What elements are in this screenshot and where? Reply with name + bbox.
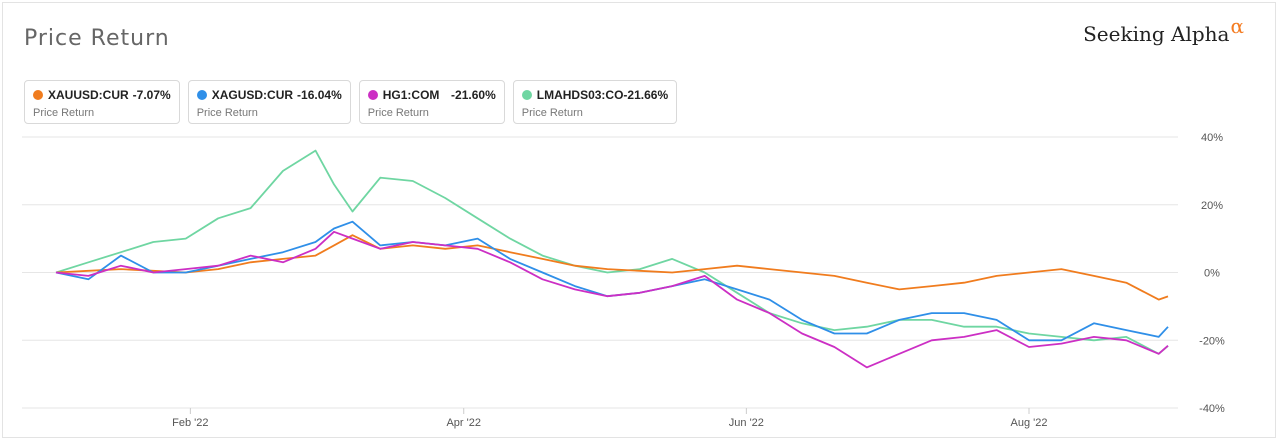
series-dot-icon	[33, 90, 43, 100]
legend-card-xagusd[interactable]: XAGUSD:CUR -16.04% Price Return	[187, 80, 351, 124]
y-tick-label: 40%	[1201, 132, 1223, 144]
legend-card-hg1[interactable]: HG1:COM -21.60% Price Return	[358, 80, 505, 124]
brand-name: Seeking Alpha	[1083, 22, 1230, 46]
legend-symbol: HG1:COM	[382, 88, 440, 102]
legend-symbol: XAUUSD:CUR	[48, 88, 129, 102]
series-line-xauusd-cur[interactable]	[55, 234, 1169, 301]
x-tick-label: Apr '22	[446, 417, 481, 429]
x-tick-label: Aug '22	[1011, 417, 1048, 429]
legend-sublabel: Price Return	[196, 107, 258, 119]
y-tick-label: -40%	[1199, 403, 1225, 415]
legend-sublabel: Price Return	[33, 107, 95, 119]
legend: XAUUSD:CUR -7.07% Price Return XAGUSD:CUR…	[24, 80, 678, 124]
series-dot-icon	[367, 90, 378, 100]
x-tick-label: Jun '22	[729, 417, 764, 429]
series-line-lmahds03-co[interactable]	[55, 149, 1169, 355]
y-tick-label: -20%	[1199, 335, 1225, 347]
legend-value: -16.04%	[297, 88, 342, 102]
legend-value: -7.07%	[132, 88, 171, 102]
series-dot-icon	[196, 90, 207, 100]
legend-value: -21.60%	[451, 88, 496, 102]
series-line-xagusd-cur[interactable]	[55, 220, 1169, 342]
y-tick-label: 20%	[1201, 200, 1223, 212]
legend-card-xauusd[interactable]: XAUUSD:CUR -7.07% Price Return	[24, 80, 180, 124]
legend-value: -21.66%	[623, 88, 669, 102]
legend-symbol: LMAHDS03:CO	[536, 88, 624, 102]
legend-sublabel: Price Return	[367, 107, 429, 119]
series-line-hg1-com[interactable]	[55, 230, 1169, 369]
x-tick-label: Feb '22	[172, 417, 208, 429]
brand-alpha-icon: α	[1230, 14, 1244, 38]
legend-card-lmahds03[interactable]: LMAHDS03:CO -21.66% Price Return	[512, 80, 678, 124]
y-tick-label: 0%	[1204, 268, 1220, 280]
legend-sublabel: Price Return	[521, 107, 583, 119]
legend-symbol: XAGUSD:CUR	[211, 88, 294, 102]
page-title: Price Return	[24, 26, 170, 51]
brand-logo[interactable]: Seeking Alphaα	[1083, 14, 1244, 46]
series-dot-icon	[521, 90, 532, 100]
